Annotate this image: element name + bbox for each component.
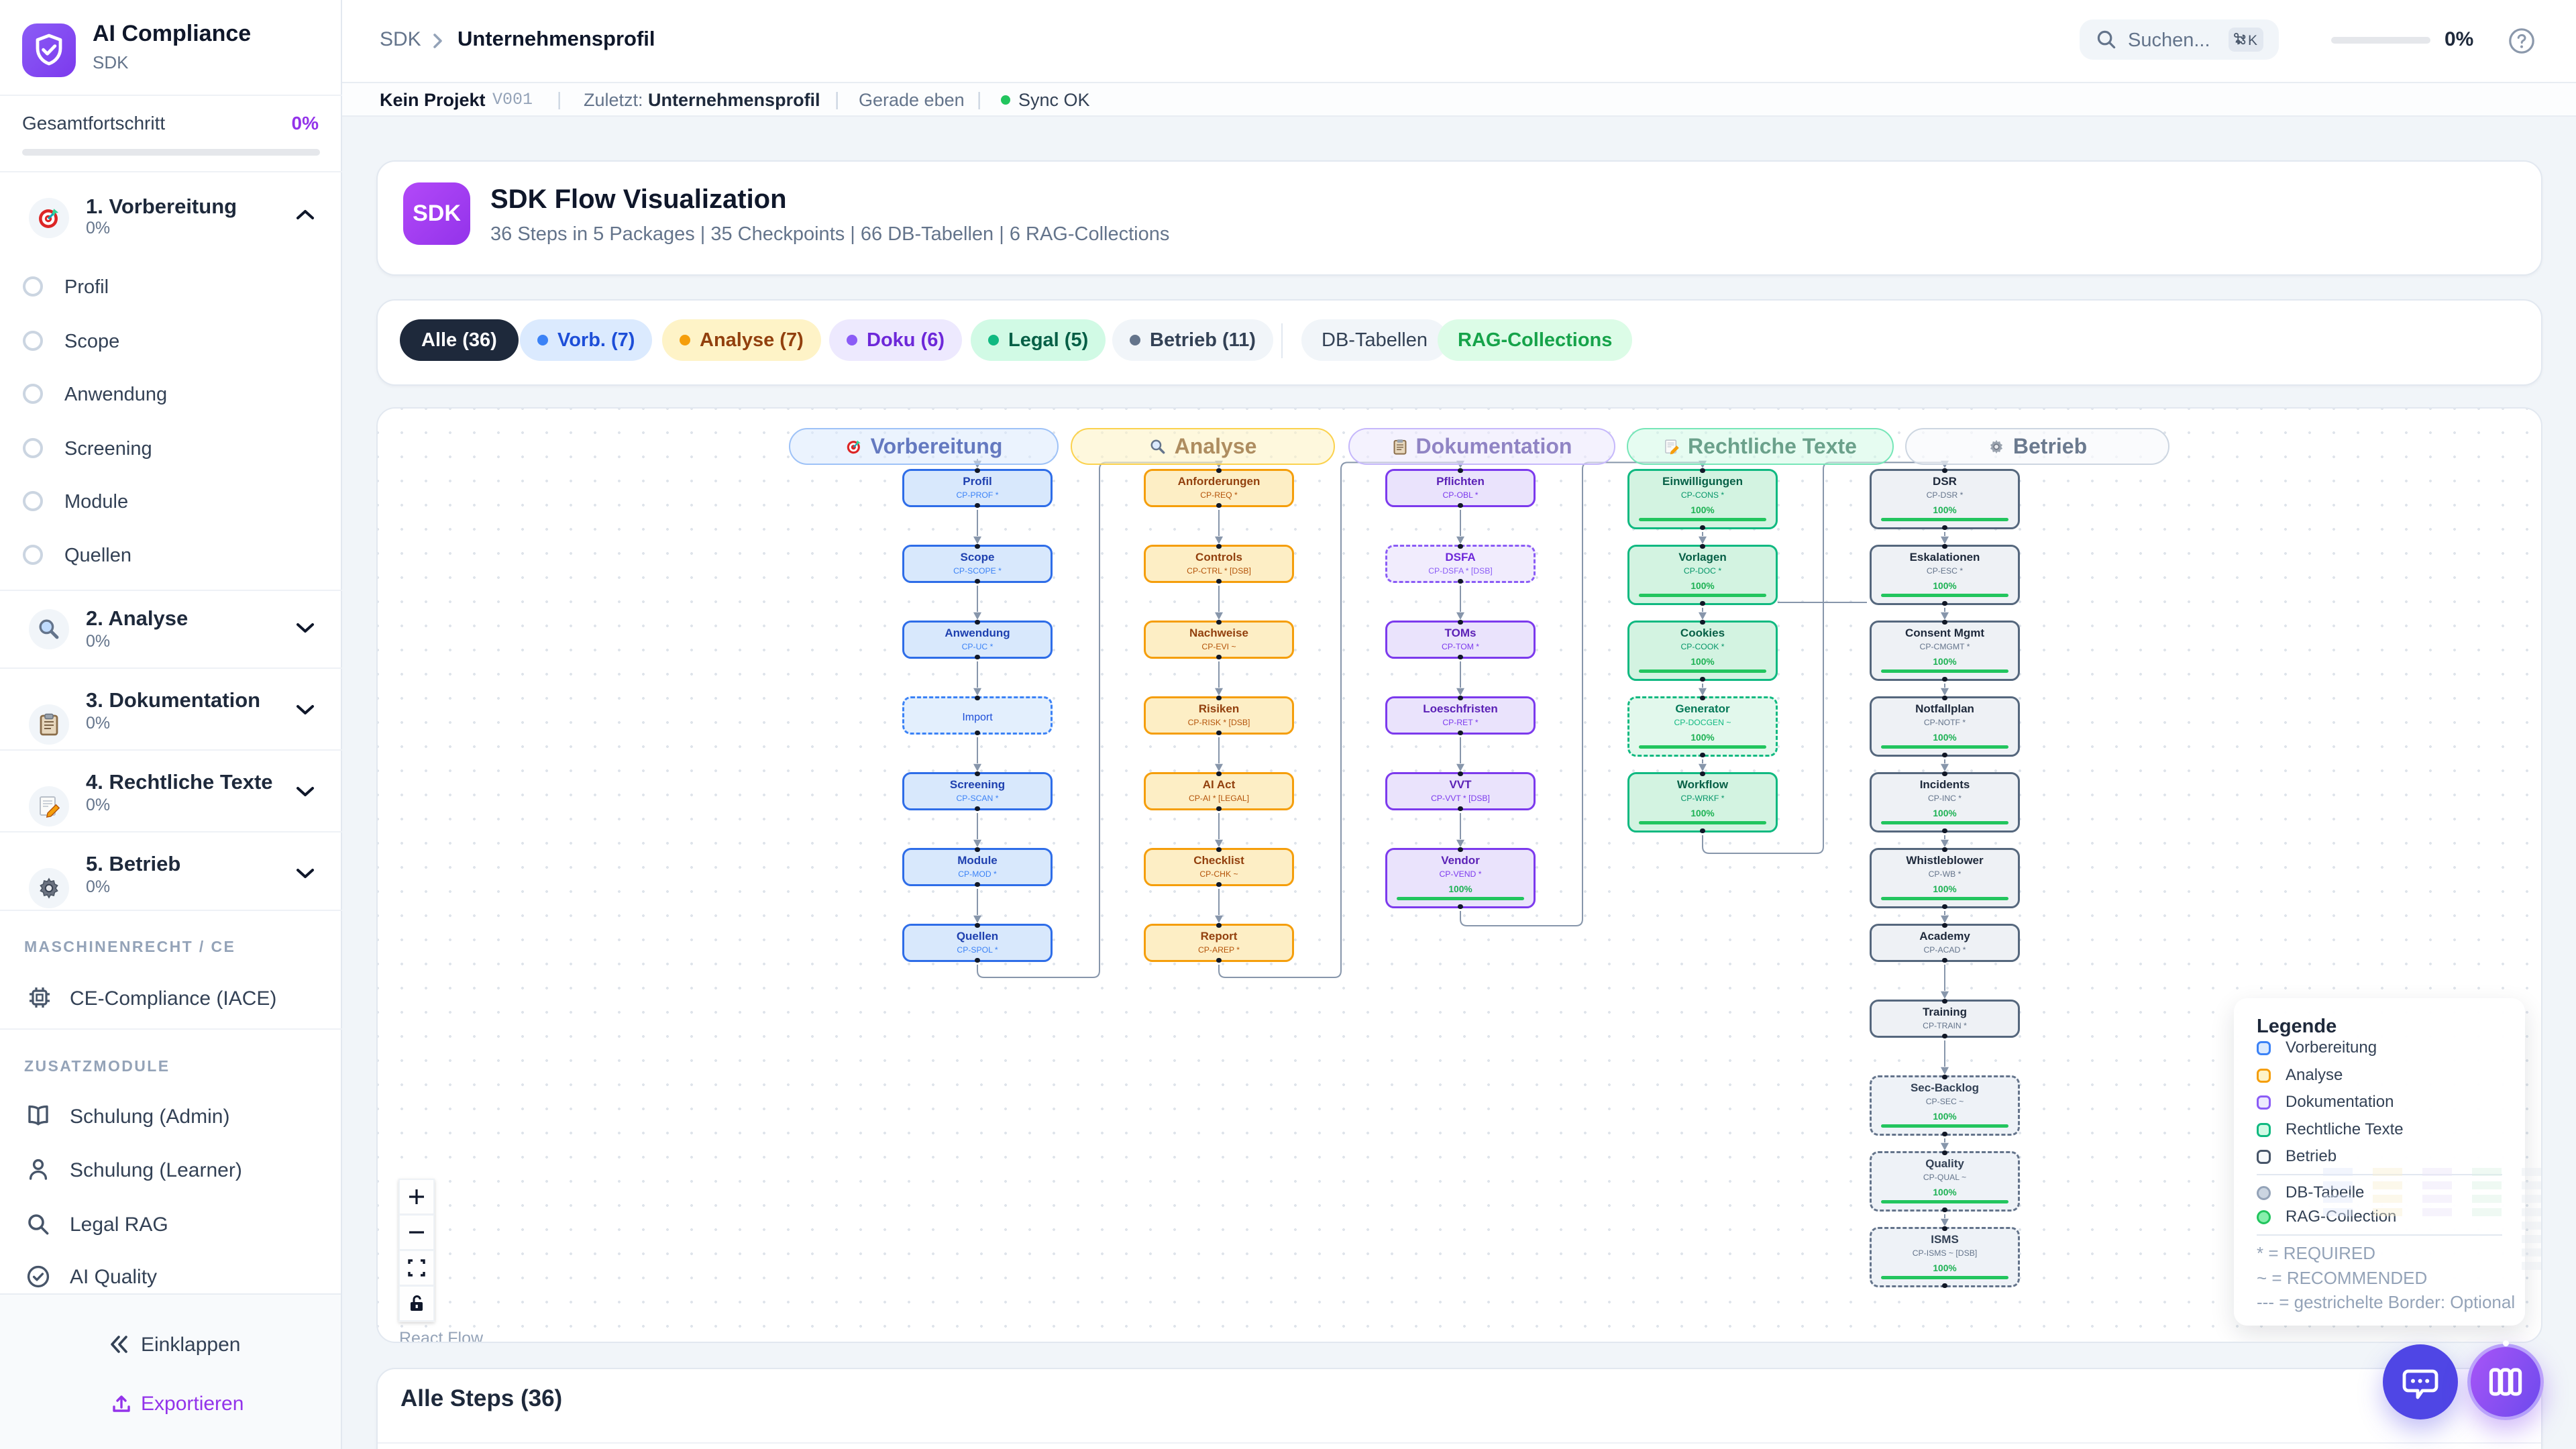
svg-text:K: K <box>2248 33 2257 48</box>
